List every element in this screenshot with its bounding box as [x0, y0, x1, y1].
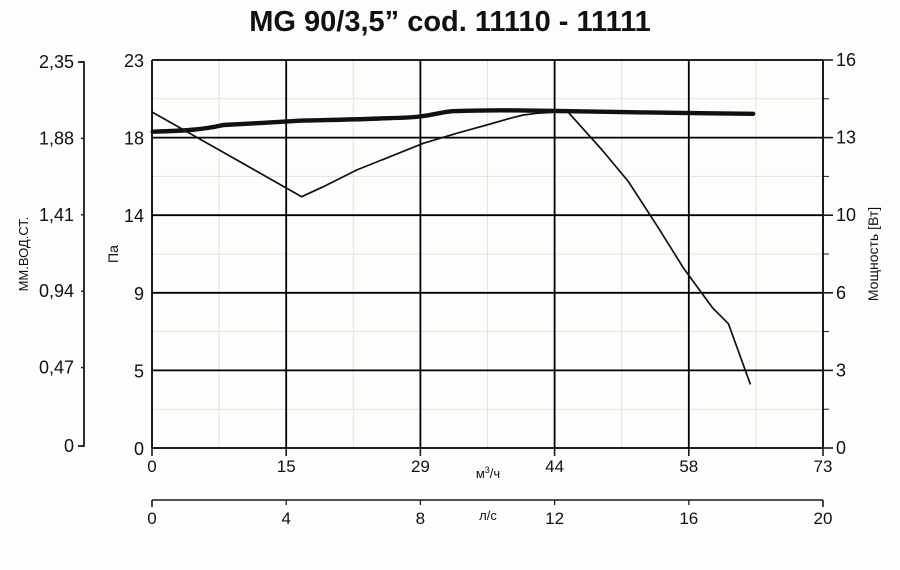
svg-text:16: 16: [679, 509, 698, 528]
svg-text:3: 3: [836, 360, 846, 380]
svg-text:18: 18: [124, 129, 144, 149]
svg-text:15: 15: [277, 457, 296, 476]
svg-text:1,41: 1,41: [39, 205, 74, 225]
svg-text:20: 20: [814, 509, 833, 528]
svg-text:0: 0: [134, 439, 144, 459]
svg-text:10: 10: [836, 205, 856, 225]
svg-text:Мощность [Вт]: Мощность [Вт]: [865, 207, 881, 301]
svg-text:0: 0: [147, 509, 156, 528]
svg-text:5: 5: [134, 361, 144, 381]
svg-text:6: 6: [836, 283, 846, 303]
svg-text:л/с: л/с: [479, 508, 497, 523]
svg-text:23: 23: [124, 51, 144, 71]
svg-text:0: 0: [64, 436, 74, 456]
svg-text:44: 44: [545, 457, 564, 476]
svg-text:4: 4: [281, 509, 290, 528]
svg-text:73: 73: [814, 457, 833, 476]
svg-text:58: 58: [679, 457, 698, 476]
svg-text:2,35: 2,35: [39, 52, 74, 72]
svg-text:13: 13: [836, 128, 856, 148]
svg-text:8: 8: [416, 509, 425, 528]
svg-text:0: 0: [147, 457, 156, 476]
svg-text:0: 0: [836, 438, 846, 458]
svg-text:Па: Па: [105, 245, 121, 263]
svg-text:1,88: 1,88: [39, 128, 74, 148]
svg-text:9: 9: [134, 284, 144, 304]
svg-text:29: 29: [411, 457, 430, 476]
svg-text:0,94: 0,94: [39, 281, 74, 301]
svg-text:14: 14: [124, 206, 144, 226]
svg-text:12: 12: [545, 509, 564, 528]
svg-text:ММ.ВОД.СТ.: ММ.ВОД.СТ.: [16, 217, 31, 292]
svg-text:0,47: 0,47: [39, 358, 74, 378]
svg-text:16: 16: [836, 50, 856, 70]
svg-text:м3/ч: м3/ч: [476, 465, 500, 481]
